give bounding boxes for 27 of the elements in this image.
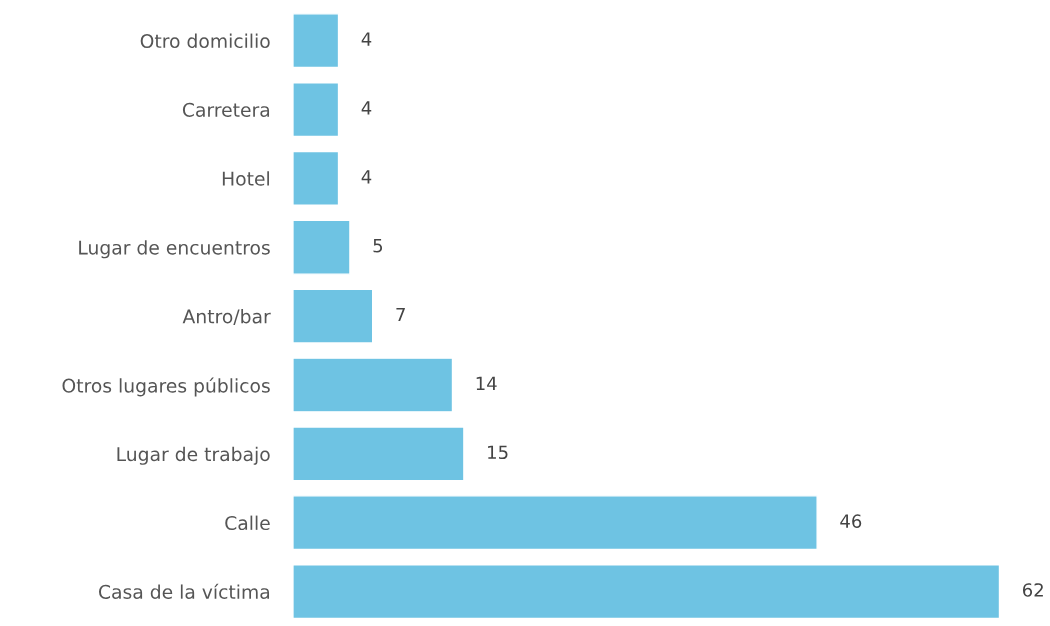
bar [292,564,1001,620]
bar [292,13,340,69]
y-tick-label: Carretera [182,102,270,117]
bar [292,150,340,206]
data-label: 15 [488,445,508,460]
bar [292,495,818,551]
y-tick-label: Hotel [222,171,269,186]
data-label: 4 [361,101,372,115]
bar [292,219,351,275]
bar [292,426,465,482]
data-label: 4 [361,170,372,184]
bar [292,81,340,138]
data-label: 4 [361,32,372,46]
y-tick-label: Calle [225,515,270,531]
bar [292,357,454,413]
y-tick-label: Casa de la víctima [98,583,270,599]
bar [292,288,374,344]
data-label: 62 [1022,583,1043,597]
data-label: 14 [476,376,497,390]
y-tick-label: Otros lugares públicos [62,377,270,397]
data-label: 7 [396,307,405,322]
y-tick-label: Lugar de encuentros [79,240,270,259]
y-tick-label: Lugar de trabajo [117,446,270,465]
data-label: 46 [840,514,862,528]
data-label: 5 [373,239,383,253]
y-tick-label: Antro/bar [182,309,271,325]
y-tick-label: Otro domicilio [140,33,270,49]
